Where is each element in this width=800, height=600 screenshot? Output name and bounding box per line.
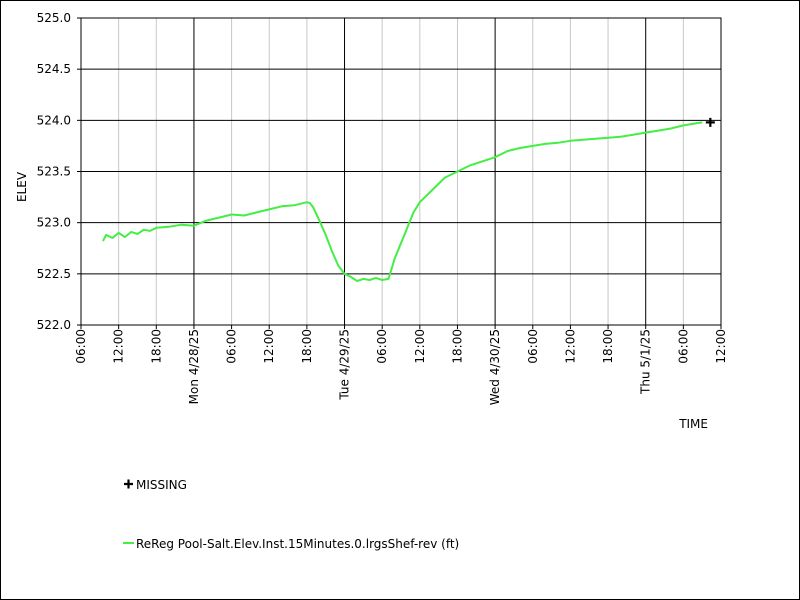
legend-item-series: ReReg Pool-Salt.Elev.Inst.15Minutes.0.lr… [123, 537, 459, 551]
x-tick-label: 06:00 [225, 329, 239, 364]
y-tick-label: 524.0 [37, 113, 71, 127]
x-tick-label: 12:00 [262, 329, 276, 364]
legend-item-missing: MISSING [124, 478, 187, 492]
x-tick-label-day: Thu 5/1/25 [639, 329, 653, 395]
y-tick-label: 522.0 [37, 318, 71, 332]
y-axis-label: ELEV [15, 171, 29, 202]
y-tick-label: 523.0 [37, 216, 71, 230]
x-tick-label: 06:00 [375, 329, 389, 364]
x-tick-label: 12:00 [112, 329, 126, 364]
legend-label-series: ReReg Pool-Salt.Elev.Inst.15Minutes.0.lr… [136, 537, 459, 551]
x-tick-label-day: Mon 4/28/25 [187, 329, 201, 404]
missing-markers [705, 117, 715, 127]
x-tick-label: 12:00 [413, 329, 427, 364]
y-tick-label: 525.0 [37, 11, 71, 25]
x-axis-label: TIME [678, 417, 708, 431]
legend: MISSING ReReg Pool-Salt.Elev.Inst.15Minu… [123, 478, 459, 551]
x-tick-label: 18:00 [300, 329, 314, 364]
legend-plus-icon [124, 479, 133, 489]
x-tick-label: 18:00 [601, 329, 615, 364]
x-tick-label: 18:00 [149, 329, 163, 364]
x-tick-label: 06:00 [676, 329, 690, 364]
major-grid [81, 17, 721, 326]
x-tick-label: 12:00 [714, 329, 728, 364]
x-tick-label-day: Wed 4/30/25 [488, 329, 502, 405]
series-line [102, 121, 703, 282]
x-tick-label: 18:00 [450, 329, 464, 364]
x-tick-label: 12:00 [563, 329, 577, 364]
y-axis-ticks: 522.0 522.5 523.0 523.5 524.0 524.5 525.0 [37, 11, 81, 332]
missing-marker [705, 117, 715, 127]
x-axis-ticks: 06:00 12:00 18:00 Mon 4/28/25 06:00 12:00 18:0… [74, 325, 728, 405]
series-group [102, 121, 703, 282]
x-tick-label: 06:00 [74, 329, 88, 364]
y-tick-label: 522.5 [37, 267, 71, 281]
y-tick-label: 524.5 [37, 62, 71, 76]
y-tick-label: 523.5 [37, 165, 71, 179]
x-tick-label: 06:00 [526, 329, 540, 364]
x-tick-label-day: Tue 4/29/25 [338, 329, 352, 401]
legend-label-missing: MISSING [136, 478, 187, 492]
